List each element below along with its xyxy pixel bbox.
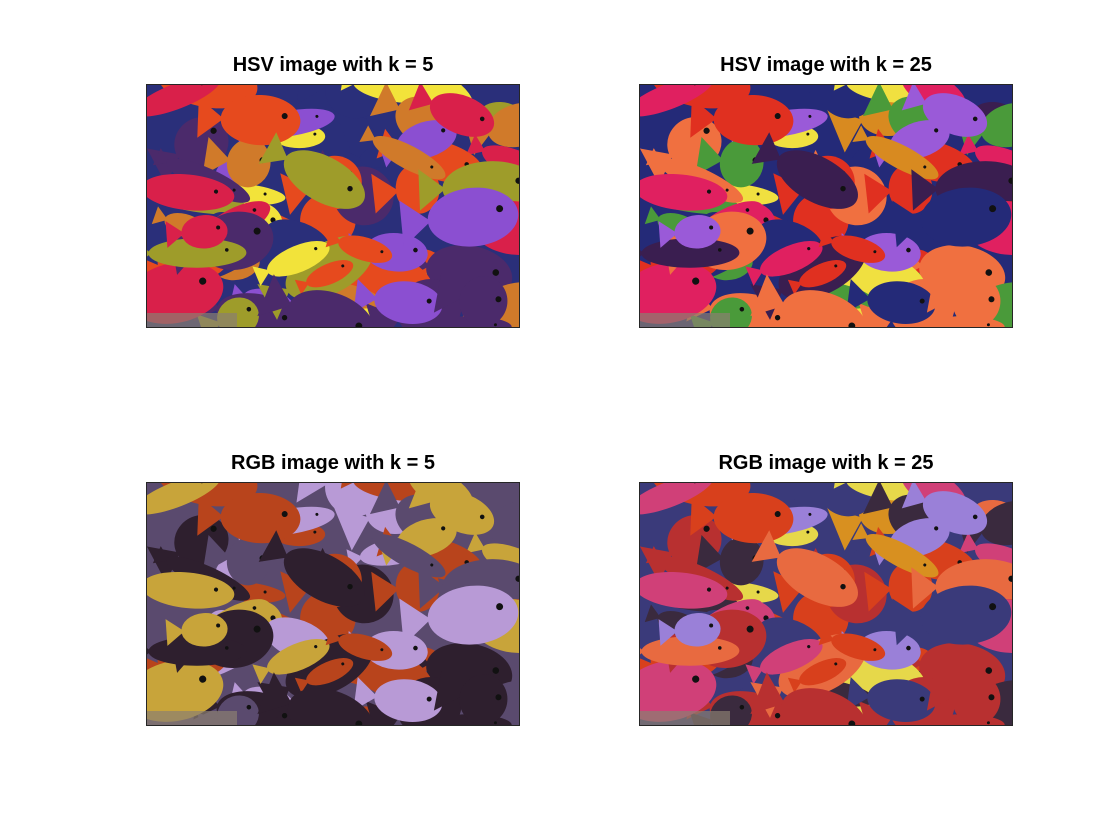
image-hsv-k25 <box>639 84 1013 328</box>
image-hsv-k5 <box>146 84 520 328</box>
panel-rgb-k25: RGB image with k = 25 <box>639 452 1013 726</box>
panel-title: HSV image with k = 5 <box>232 54 434 76</box>
image-rgb-k5 <box>146 482 520 726</box>
panel-title: HSV image with k = 25 <box>720 54 932 76</box>
panel-rgb-k5: RGB image with k = 5 <box>146 452 520 726</box>
panel-hsv-k5: HSV image with k = 5 <box>146 54 520 328</box>
panel-title: RGB image with k = 5 <box>231 452 435 474</box>
image-rgb-k25 <box>639 482 1013 726</box>
panel-title: RGB image with k = 25 <box>718 452 934 474</box>
panel-hsv-k25: HSV image with k = 25 <box>639 54 1013 328</box>
